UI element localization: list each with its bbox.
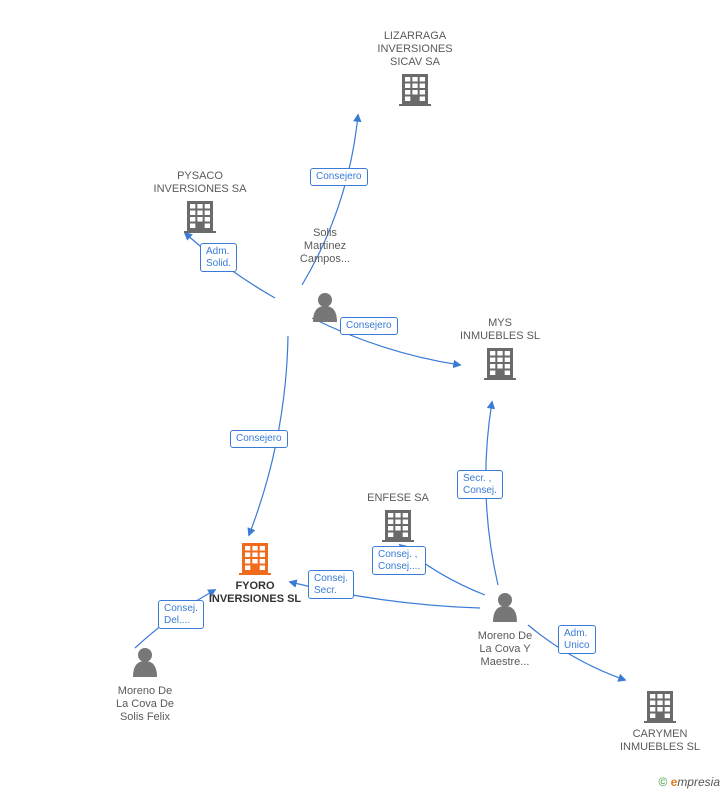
company-node[interactable]: ENFESE SA [358, 490, 438, 505]
person-icon [133, 648, 157, 677]
building-icon [382, 510, 414, 542]
node-label: Solis Martinez Campos... [280, 227, 370, 267]
building-icon [399, 74, 431, 106]
brand-rest: mpresia [677, 775, 720, 789]
node-label: ENFESE SA [358, 492, 438, 505]
building-icon [644, 691, 676, 723]
company-node[interactable]: LIZARRAGA INVERSIONES SICAV SA [365, 28, 465, 70]
edge-label: Adm. Unico [558, 625, 596, 654]
edge-label: Consejero [310, 168, 368, 186]
edge-label: Consejero [230, 430, 288, 448]
diagram-canvas [0, 0, 728, 795]
company-node[interactable]: MYS INMUEBLES SL [450, 315, 550, 343]
node-label: PYSACO INVERSIONES SA [150, 170, 250, 196]
node-label: Moreno De La Cova Y Maestre... [460, 630, 550, 670]
building-icon [184, 201, 216, 233]
company-node[interactable]: FYORO INVERSIONES SL [195, 578, 315, 606]
node-label: MYS INMUEBLES SL [450, 317, 550, 343]
edge-label: Consej. , Consej.... [372, 546, 426, 575]
edge-label: Consejero [340, 317, 398, 335]
node-label: FYORO INVERSIONES SL [195, 580, 315, 606]
edge-label: Secr. , Consej. [457, 470, 503, 499]
edge-label: Adm. Solid. [200, 243, 237, 272]
person-node[interactable]: Moreno De La Cova Y Maestre... [460, 628, 550, 670]
person-node[interactable]: Solis Martinez Campos... [280, 225, 370, 267]
person-icon [313, 293, 337, 322]
building-icon [239, 543, 271, 575]
node-label: CARYMEN INMUEBLES SL [605, 728, 715, 754]
attribution: © empresia [658, 775, 720, 789]
person-node[interactable]: Moreno De La Cova De Solis Felix [95, 683, 195, 725]
copyright-symbol: © [658, 775, 667, 789]
node-label: Moreno De La Cova De Solis Felix [95, 685, 195, 725]
company-node[interactable]: PYSACO INVERSIONES SA [150, 168, 250, 196]
company-node[interactable]: CARYMEN INMUEBLES SL [605, 726, 715, 754]
building-icon [484, 348, 516, 380]
person-icon [493, 593, 517, 622]
node-label: LIZARRAGA INVERSIONES SICAV SA [365, 30, 465, 70]
